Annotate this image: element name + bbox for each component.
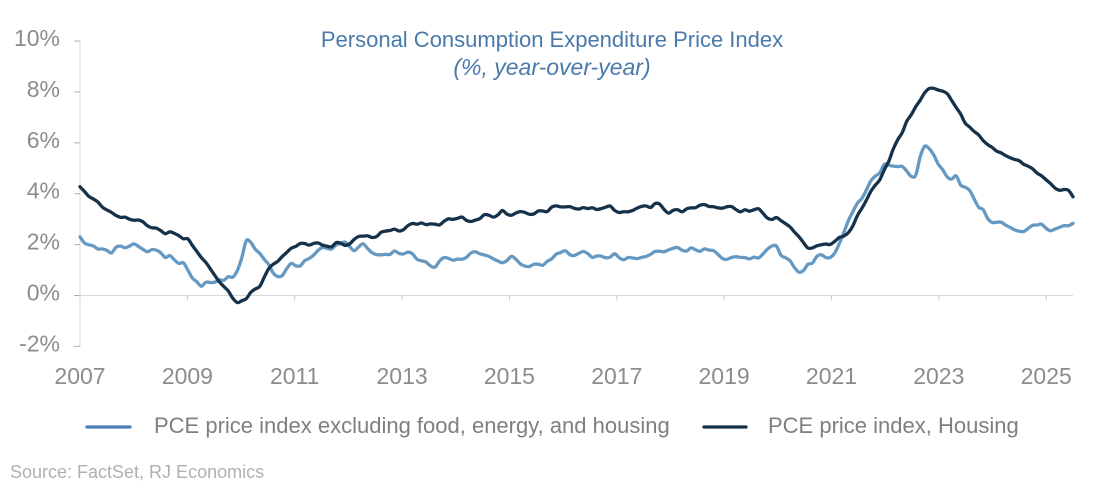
svg-text:2009: 2009 xyxy=(162,363,213,389)
svg-text:2017: 2017 xyxy=(591,363,642,389)
svg-text:8%: 8% xyxy=(27,76,60,102)
svg-text:10%: 10% xyxy=(14,25,60,51)
svg-text:PCE price index, Housing: PCE price index, Housing xyxy=(768,413,1019,438)
svg-text:2007: 2007 xyxy=(54,363,105,389)
svg-text:PCE price index excluding food: PCE price index excluding food, energy, … xyxy=(154,413,670,438)
svg-text:2025: 2025 xyxy=(1021,363,1072,389)
svg-text:6%: 6% xyxy=(27,127,60,153)
svg-text:2015: 2015 xyxy=(484,363,535,389)
svg-text:2021: 2021 xyxy=(806,363,857,389)
svg-text:2011: 2011 xyxy=(270,363,319,389)
svg-text:2013: 2013 xyxy=(377,363,428,389)
svg-text:2023: 2023 xyxy=(913,363,964,389)
svg-text:2019: 2019 xyxy=(699,363,750,389)
svg-text:0%: 0% xyxy=(27,280,60,306)
svg-text:4%: 4% xyxy=(27,178,60,204)
svg-text:-2%: -2% xyxy=(19,330,60,356)
svg-text:2%: 2% xyxy=(27,229,60,255)
svg-text:Source: FactSet, RJ Economics: Source: FactSet, RJ Economics xyxy=(10,462,264,482)
